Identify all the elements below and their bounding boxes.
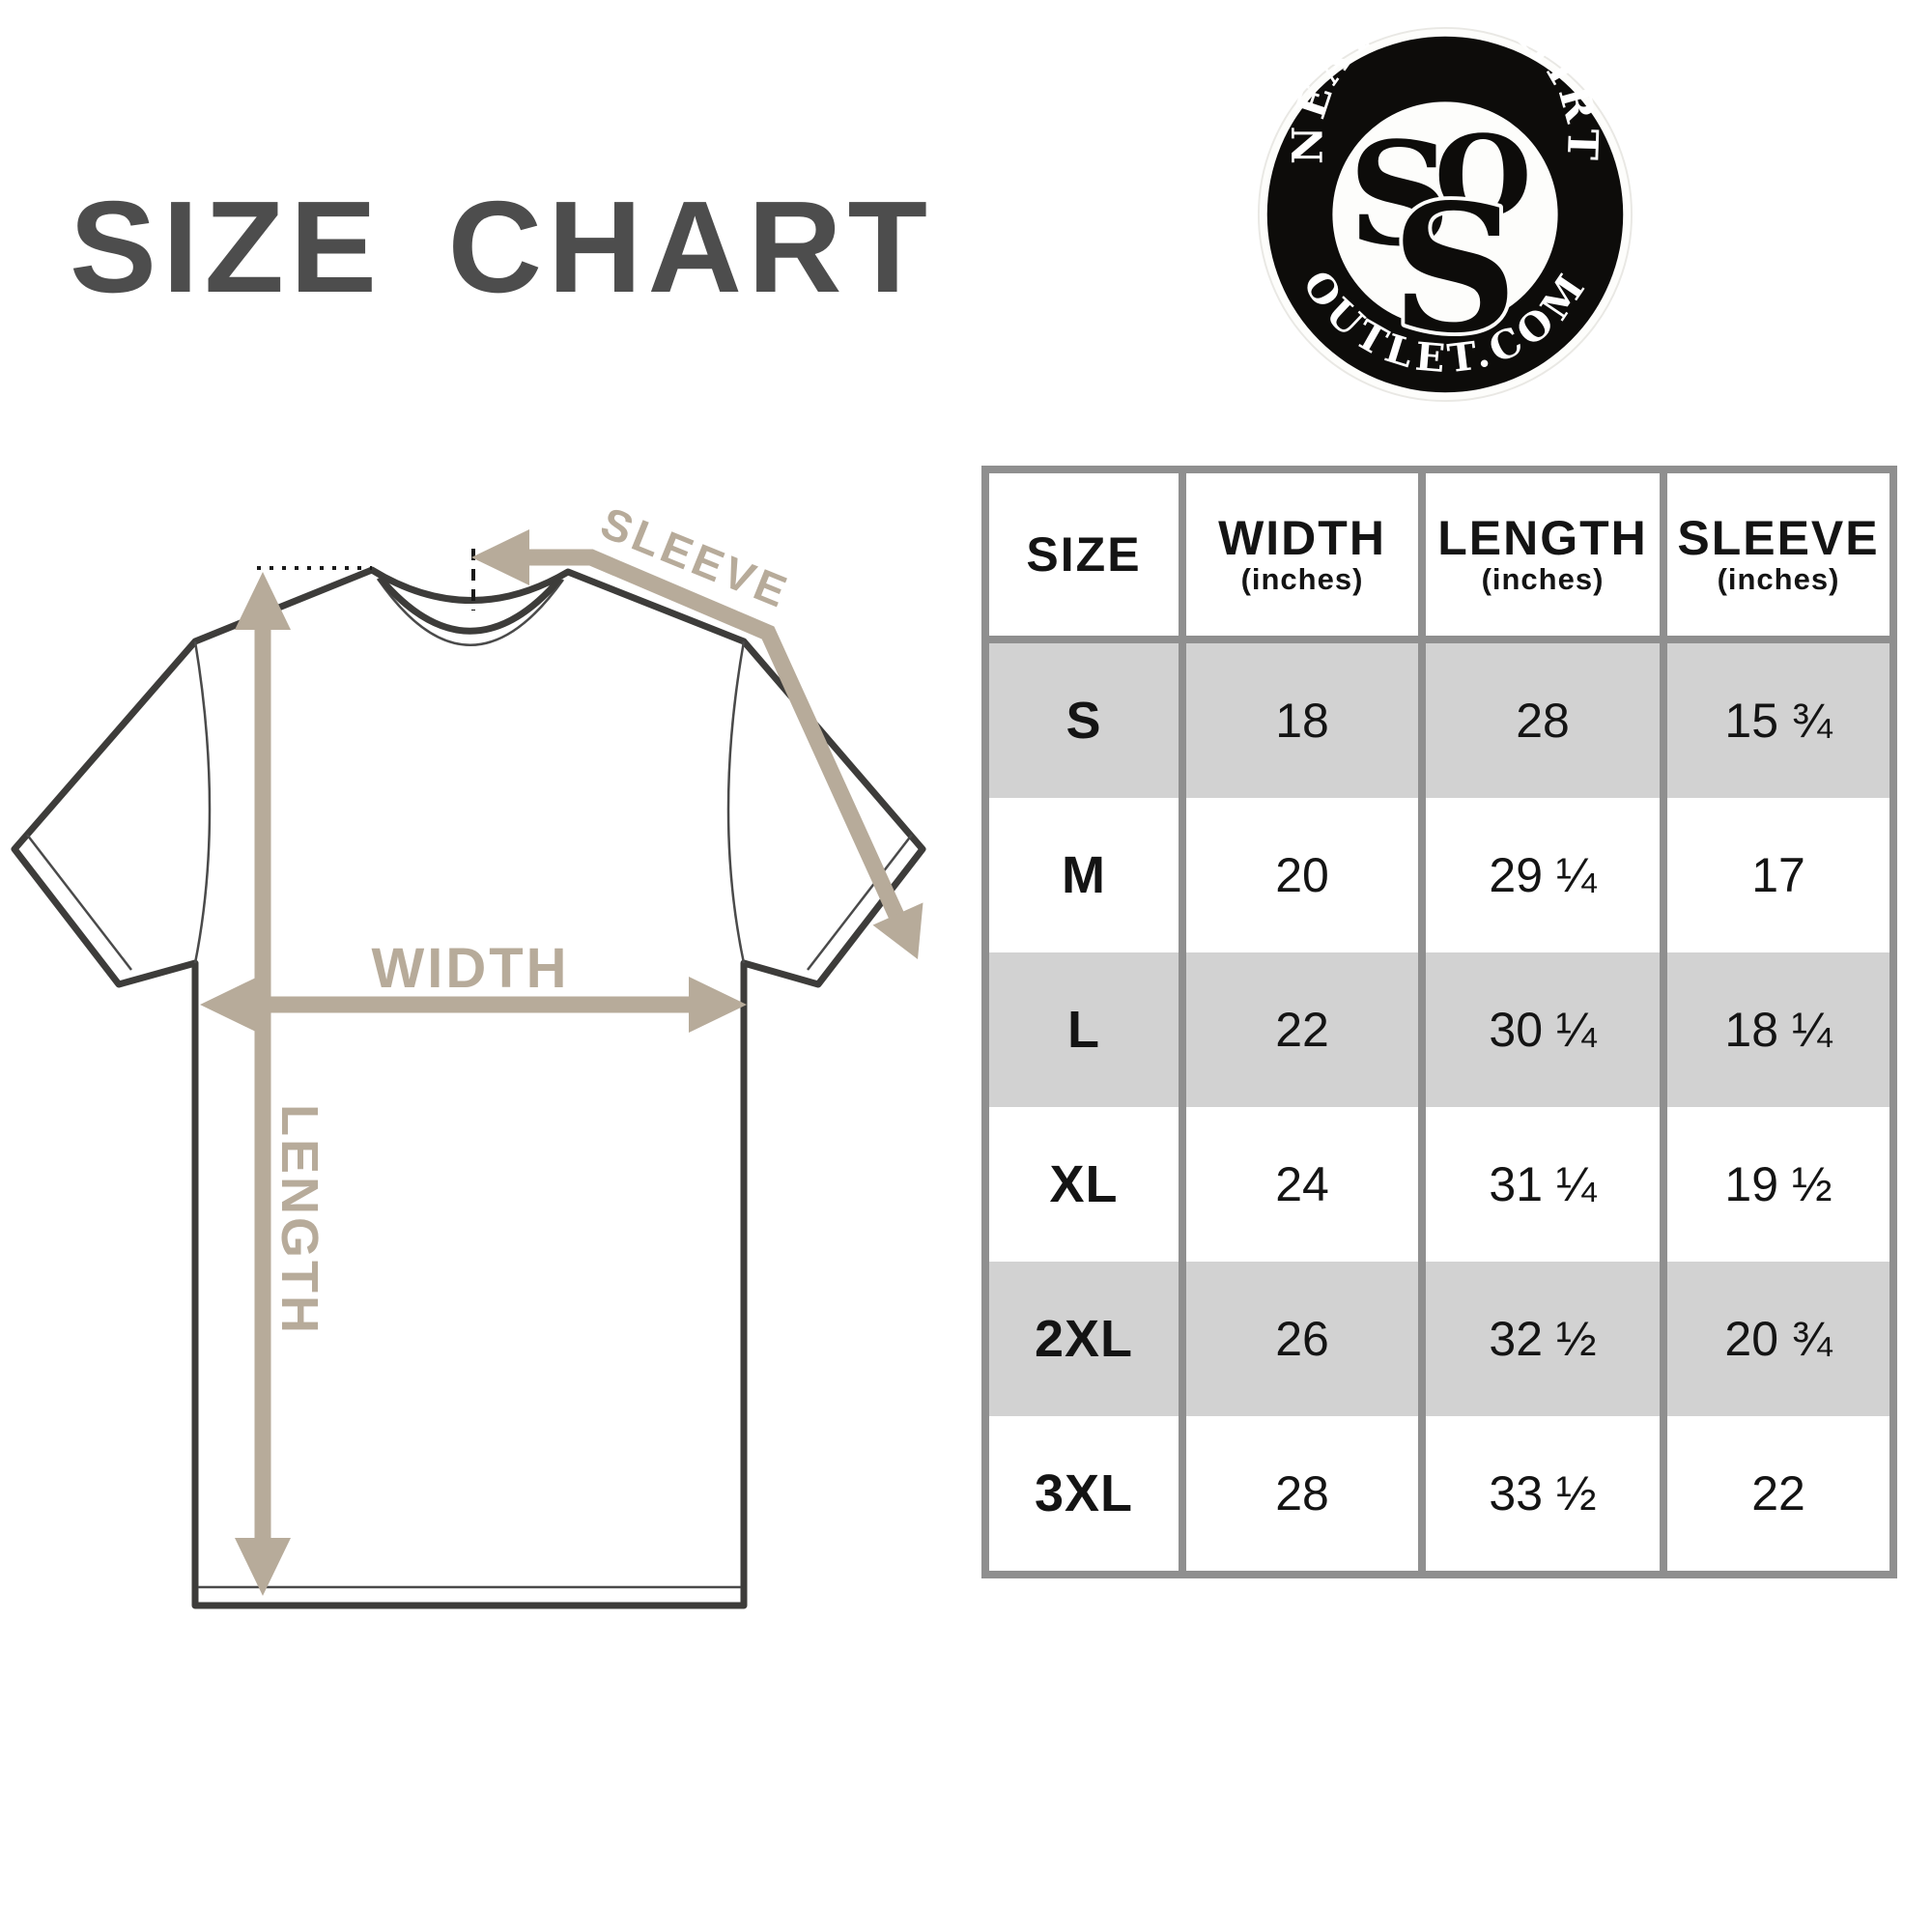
table-row-2xl-width: 26	[1186, 1262, 1418, 1416]
brand-logo-svg: SNEAKER SHIRTS OUTLET.COM S O S	[1238, 0, 1634, 403]
left-sleeve-hem	[26, 834, 132, 971]
table-row-xl-size: XL	[989, 1107, 1179, 1262]
table-row-2xl-length: 32 ½	[1426, 1262, 1660, 1416]
sleeve-arrow-icon	[471, 529, 923, 959]
monogram-o-ring: O	[1435, 111, 1532, 242]
logo-inner-circle	[1332, 101, 1558, 327]
left-sleeve-seam	[193, 640, 212, 964]
tshirt-measurement-diagram: WIDTH LENGTH SLEEVE	[0, 497, 966, 1642]
table-row-3xl-width: 28	[1186, 1416, 1418, 1571]
table-row-3xl-sleeve: 22	[1667, 1416, 1889, 1571]
col-header-size: SIZE	[989, 473, 1179, 643]
page-title: SIZE CHART	[70, 174, 933, 320]
table-row-3xl-size: 3XL	[989, 1416, 1179, 1571]
table-row-xl-sleeve: 19 ½	[1667, 1107, 1889, 1262]
width-arrow-icon	[200, 977, 747, 1033]
col-header-label: WIDTH	[1218, 511, 1386, 566]
table-row-l-sleeve: 18 ¼	[1667, 952, 1889, 1107]
length-arrow-icon	[235, 572, 291, 1596]
brand-logo-badge: SNEAKER SHIRTS OUTLET.COM S O S	[1238, 0, 1634, 404]
table-row-xl-length: 31 ¼	[1426, 1107, 1660, 1262]
tshirt-diagram-svg: WIDTH LENGTH SLEEVE	[11, 497, 926, 1609]
monogram-s-upper: S	[1349, 110, 1451, 277]
table-row-xl-width: 24	[1186, 1107, 1418, 1262]
table-row-s-sleeve: 15 ¾	[1667, 643, 1889, 798]
table-row-m-length: 29 ¼	[1426, 798, 1660, 952]
collar-neckline	[377, 575, 563, 635]
collar-bottom-edge	[376, 578, 565, 646]
table-row-3xl-length: 33 ½	[1426, 1416, 1660, 1571]
width-label: WIDTH	[371, 937, 569, 1000]
table-row-2xl-sleeve: 20 ¾	[1667, 1262, 1889, 1416]
length-label: LENGTH	[270, 1104, 328, 1336]
right-sleeve-seam	[726, 640, 746, 964]
tshirt-outline	[11, 566, 926, 1609]
table-row-l-size: L	[989, 952, 1179, 1107]
table-row-s-size: S	[989, 643, 1179, 798]
table-row-l-width: 22	[1186, 952, 1418, 1107]
col-header-units: (inches)	[1481, 561, 1605, 596]
col-header-width: WIDTH (inches)	[1186, 473, 1418, 643]
table-row-s-width: 18	[1186, 643, 1418, 798]
size-table: SIZE WIDTH (inches) LENGTH (inches) SLEE…	[981, 466, 1897, 1578]
table-row-m-width: 20	[1186, 798, 1418, 952]
col-header-units: (inches)	[1717, 561, 1840, 596]
col-header-label: SIZE	[1026, 526, 1142, 582]
logo-sso-monogram-icon: S O S	[1345, 107, 1535, 376]
table-row-s-length: 28	[1426, 643, 1660, 798]
table-row-l-length: 30 ¼	[1426, 952, 1660, 1107]
col-header-label: LENGTH	[1437, 511, 1648, 566]
table-row-m-sleeve: 17	[1667, 798, 1889, 952]
col-header-label: SLEEVE	[1677, 511, 1880, 566]
col-header-length: LENGTH (inches)	[1426, 473, 1660, 643]
table-row-m-size: M	[989, 798, 1179, 952]
monogram-s-lower: S	[1391, 166, 1518, 372]
table-row-2xl-size: 2XL	[989, 1262, 1179, 1416]
right-sleeve-hem	[807, 834, 913, 971]
col-header-sleeve: SLEEVE (inches)	[1667, 473, 1889, 643]
col-header-units: (inches)	[1240, 561, 1364, 596]
